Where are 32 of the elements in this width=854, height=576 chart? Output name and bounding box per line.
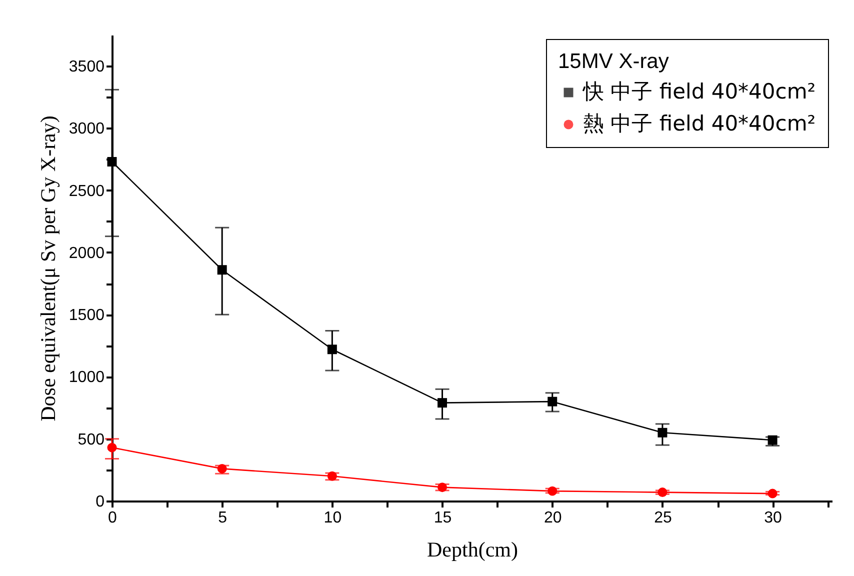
legend-title: 15MV X-ray: [558, 50, 670, 73]
y-tick-label: 1500: [68, 307, 105, 324]
point: [107, 442, 117, 452]
point: [548, 396, 558, 406]
y-tick-label: 2500: [68, 182, 105, 200]
point: [327, 471, 337, 481]
x-tick-label: 10: [324, 510, 342, 526]
x-tick-label: 20: [544, 510, 562, 526]
point: [658, 488, 668, 498]
point: [658, 428, 668, 438]
y-tick-label: 1000: [68, 369, 105, 386]
point: [327, 344, 337, 354]
point: [768, 488, 778, 498]
x-tick-label: 15: [434, 510, 452, 526]
x-tick-label: 5: [218, 510, 228, 526]
y-tick-label: 500: [78, 431, 105, 448]
y-tick-label: 0: [96, 494, 105, 510]
y-tick-label: 3000: [68, 120, 105, 138]
point: [438, 398, 448, 408]
y-axis-title: Dose equivalent(μ Sv per Gy X-ray): [36, 116, 60, 422]
point: [438, 482, 448, 492]
legend-label: 熱 中子 field 40*40cm²: [583, 112, 816, 136]
y-tick-label: 3500: [68, 58, 105, 76]
y-tick-label: 2000: [68, 244, 105, 262]
x-tick-label: 25: [654, 510, 672, 526]
point: [548, 486, 558, 496]
x-tick-label: 30: [764, 510, 782, 526]
x-tick-label: 0: [108, 510, 118, 526]
point: [217, 265, 227, 275]
x-axis-title: Depth(cm): [427, 538, 518, 562]
legend-label: 快 中子 field 40*40cm²: [582, 80, 816, 104]
point: [217, 464, 227, 474]
